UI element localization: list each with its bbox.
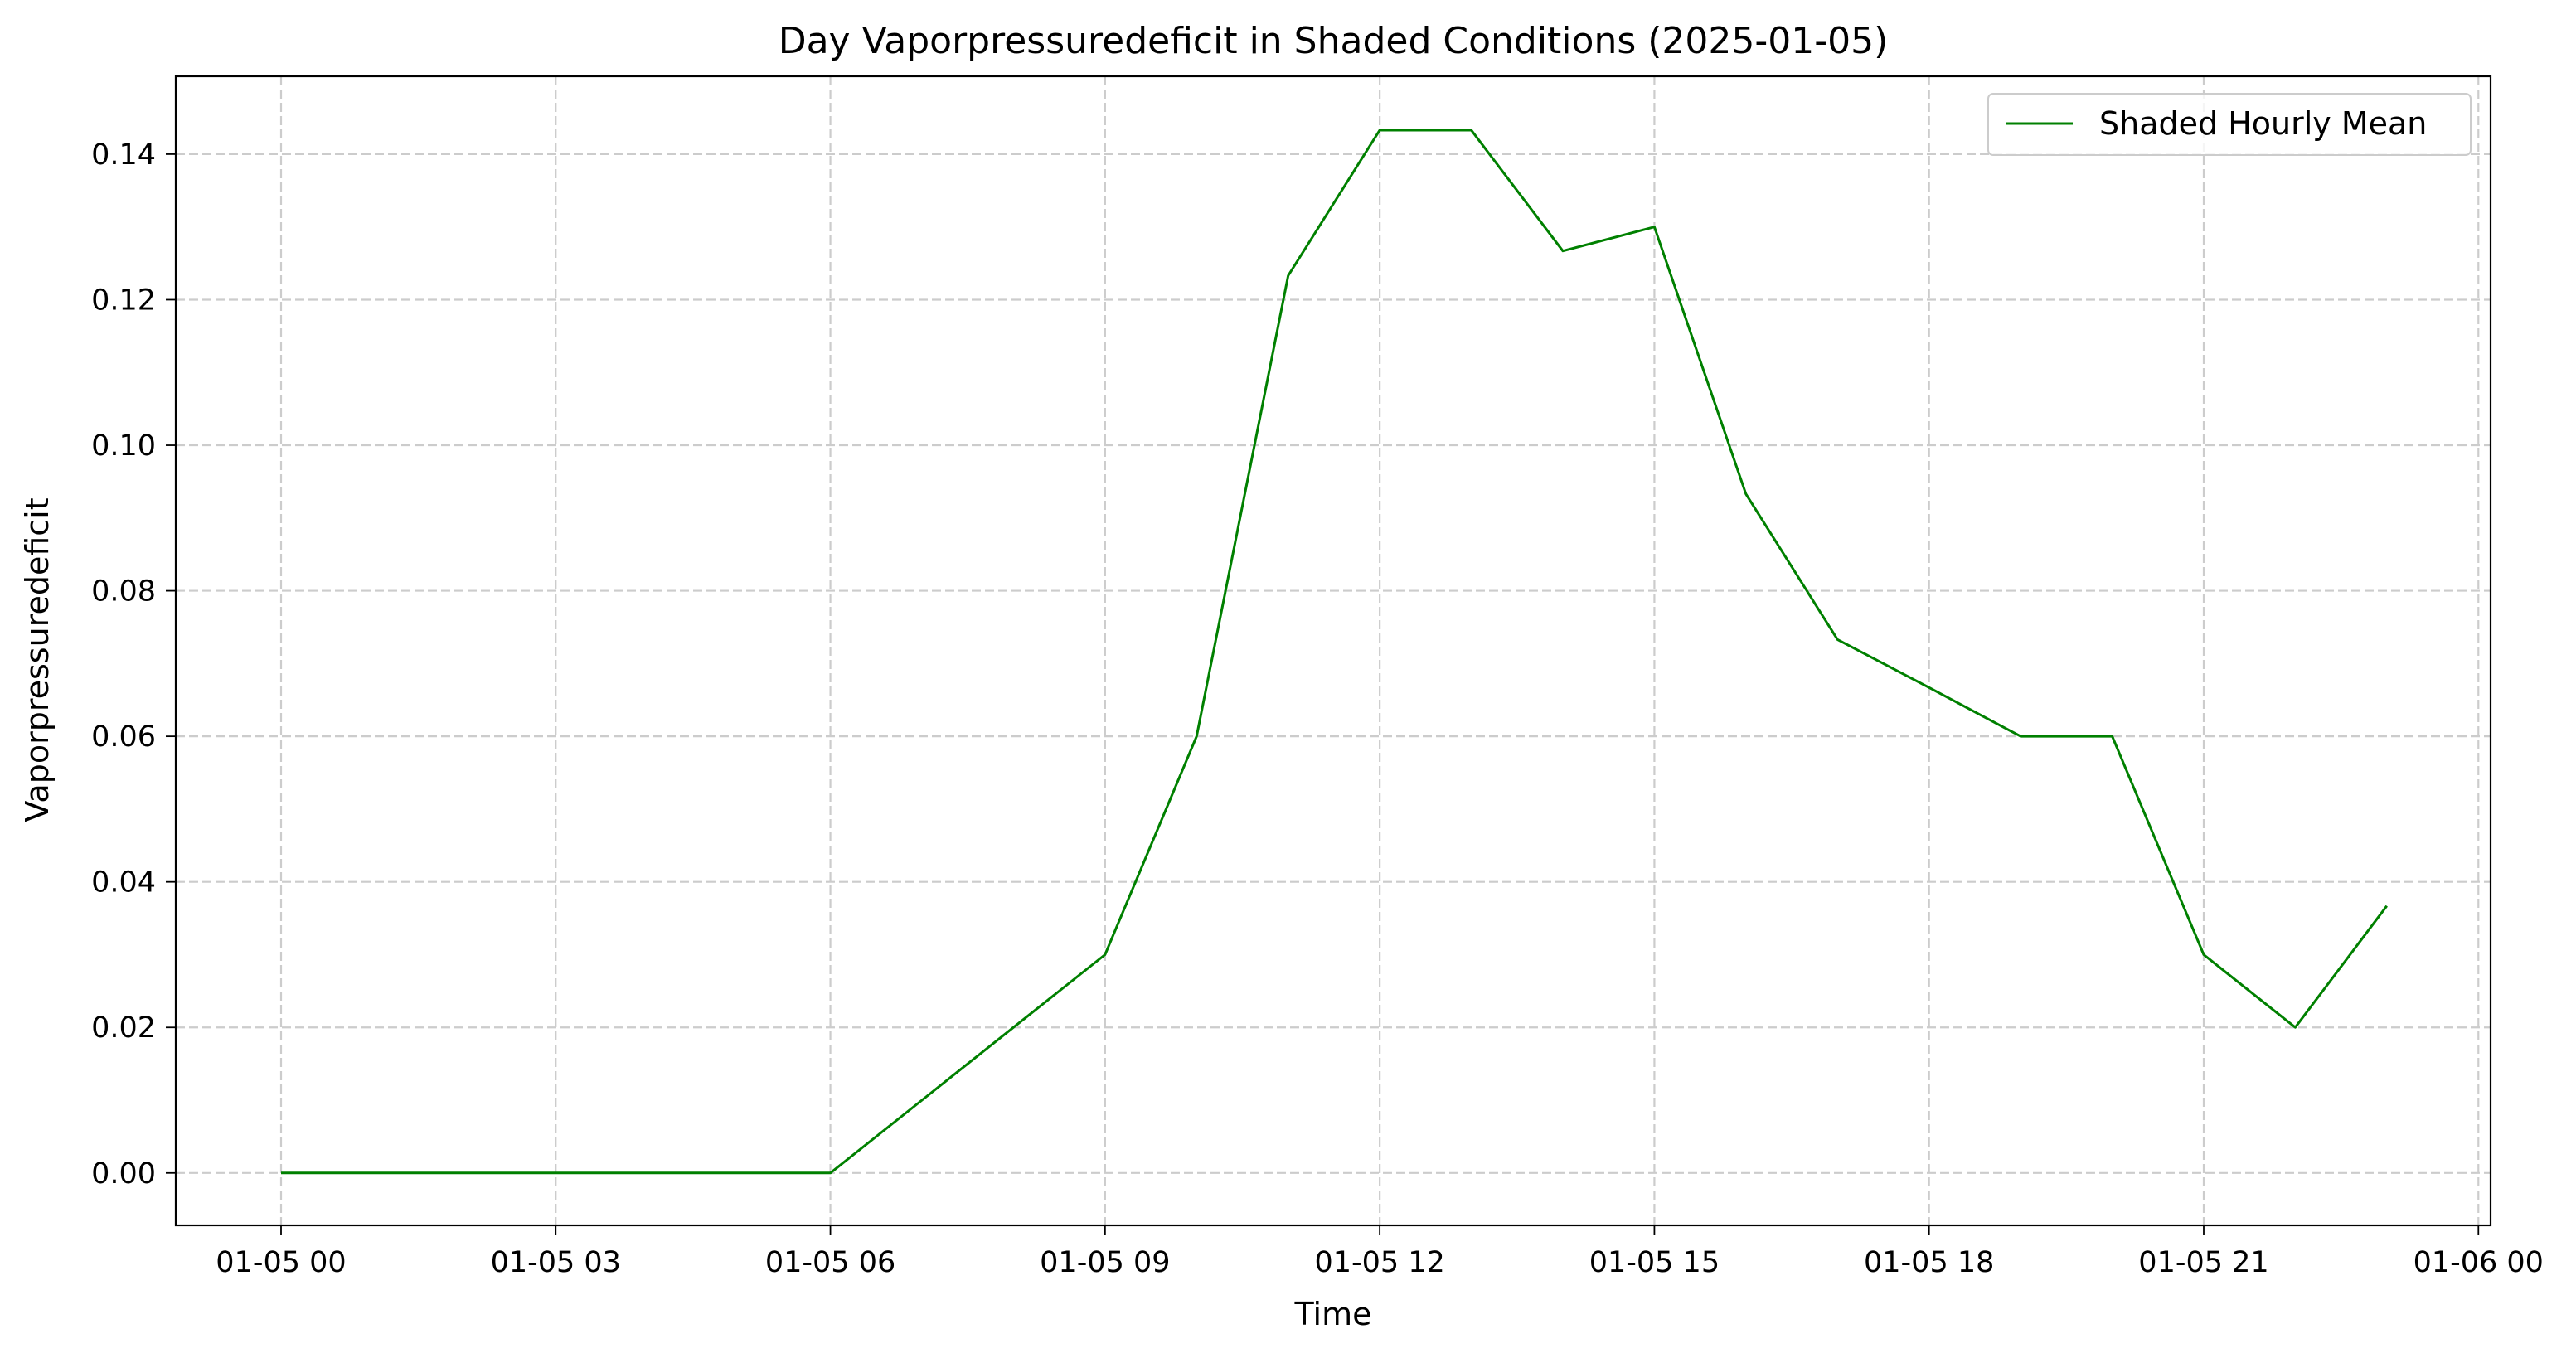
x-tick-label: 01-05 09 xyxy=(1040,1246,1170,1279)
x-axis-label: Time xyxy=(1294,1296,1372,1332)
legend-box xyxy=(1987,93,2472,156)
x-tick-label: 01-05 03 xyxy=(491,1246,621,1279)
legend-label: Shaded Hourly Mean xyxy=(2099,105,2427,142)
y-tick-label: 0.08 xyxy=(91,575,156,609)
tick-layer: 01-05 00 01-05 03 01-05 06 01-05 09 01-05 12… xyxy=(91,138,2544,1279)
y-tick-label: 0.00 xyxy=(91,1157,156,1191)
series-layer xyxy=(280,129,2388,1175)
x-tick-label: 01-05 21 xyxy=(2138,1246,2268,1279)
y-tick-label: 0.10 xyxy=(91,429,156,463)
x-tick-label: 01-05 12 xyxy=(1314,1246,1444,1279)
x-tick-label: 01-05 00 xyxy=(216,1246,346,1279)
legend: Shaded Hourly Mean xyxy=(1987,93,2472,156)
y-tick-label: 0.12 xyxy=(91,284,156,317)
plot-frame xyxy=(174,75,2492,1227)
x-tick-label: 01-05 06 xyxy=(765,1246,895,1279)
y-tick-label: 0.14 xyxy=(91,138,156,172)
y-tick-label: 0.06 xyxy=(91,720,156,754)
x-tick-label: 01-06 00 xyxy=(2413,1246,2544,1279)
y-tick-label: 0.02 xyxy=(91,1011,156,1045)
series-line xyxy=(281,129,2388,1175)
x-tick-label: 01-05 18 xyxy=(1864,1246,1994,1279)
chart-title: Day Vaporpressuredeficit in Shaded Condi… xyxy=(779,20,1889,62)
x-tick-label: 01-05 15 xyxy=(1589,1246,1720,1279)
y-tick-label: 0.04 xyxy=(91,866,156,900)
y-axis-label: Vaporpressuredeficit xyxy=(19,497,56,822)
